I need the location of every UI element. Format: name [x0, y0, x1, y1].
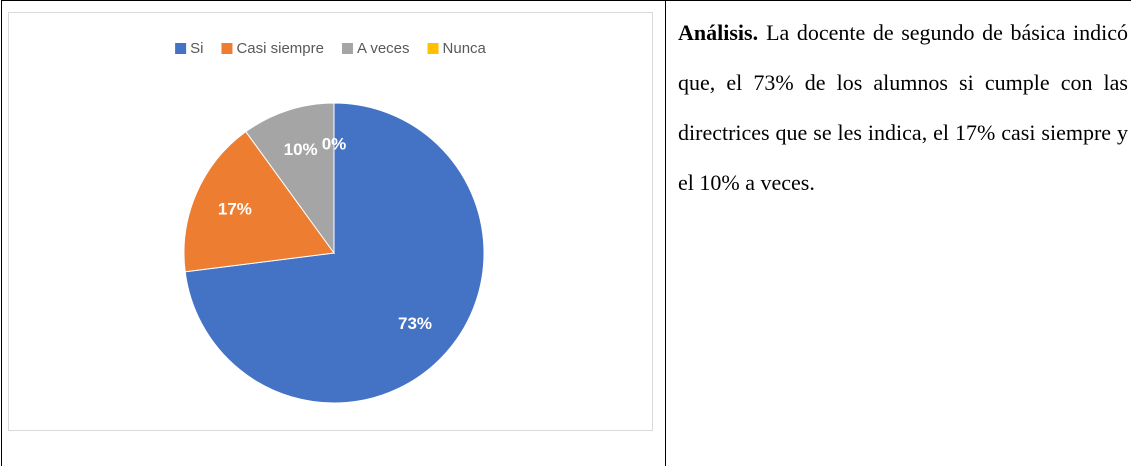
legend-swatch — [175, 43, 187, 54]
table-border — [1, 0, 2, 466]
legend-label: A veces — [357, 40, 410, 57]
legend-label: Si — [190, 40, 203, 57]
table-border — [665, 0, 666, 466]
data-label: 0% — [322, 134, 347, 153]
data-label: 73% — [398, 314, 432, 333]
analysis-text: La docente de segundo de básica indicó q… — [678, 20, 1128, 195]
chart: 73% 17% 10% 0% Si Casi siempre A veces Nunca — [8, 12, 653, 431]
legend-label: Casi siempre — [236, 40, 324, 57]
legend-swatch — [221, 43, 233, 54]
legend-swatch — [341, 43, 353, 54]
analysis-heading: Análisis. — [678, 20, 759, 45]
table-border — [1, 0, 1131, 1]
legend-swatch — [427, 43, 439, 54]
data-label: 17% — [218, 200, 252, 219]
pie-slice — [245, 102, 335, 255]
legend-label: Nunca — [443, 40, 487, 57]
analysis: Análisis. La docente de segundo de básica… — [678, 8, 1128, 208]
pie-slice — [183, 130, 335, 273]
data-label: 10% — [284, 140, 318, 159]
